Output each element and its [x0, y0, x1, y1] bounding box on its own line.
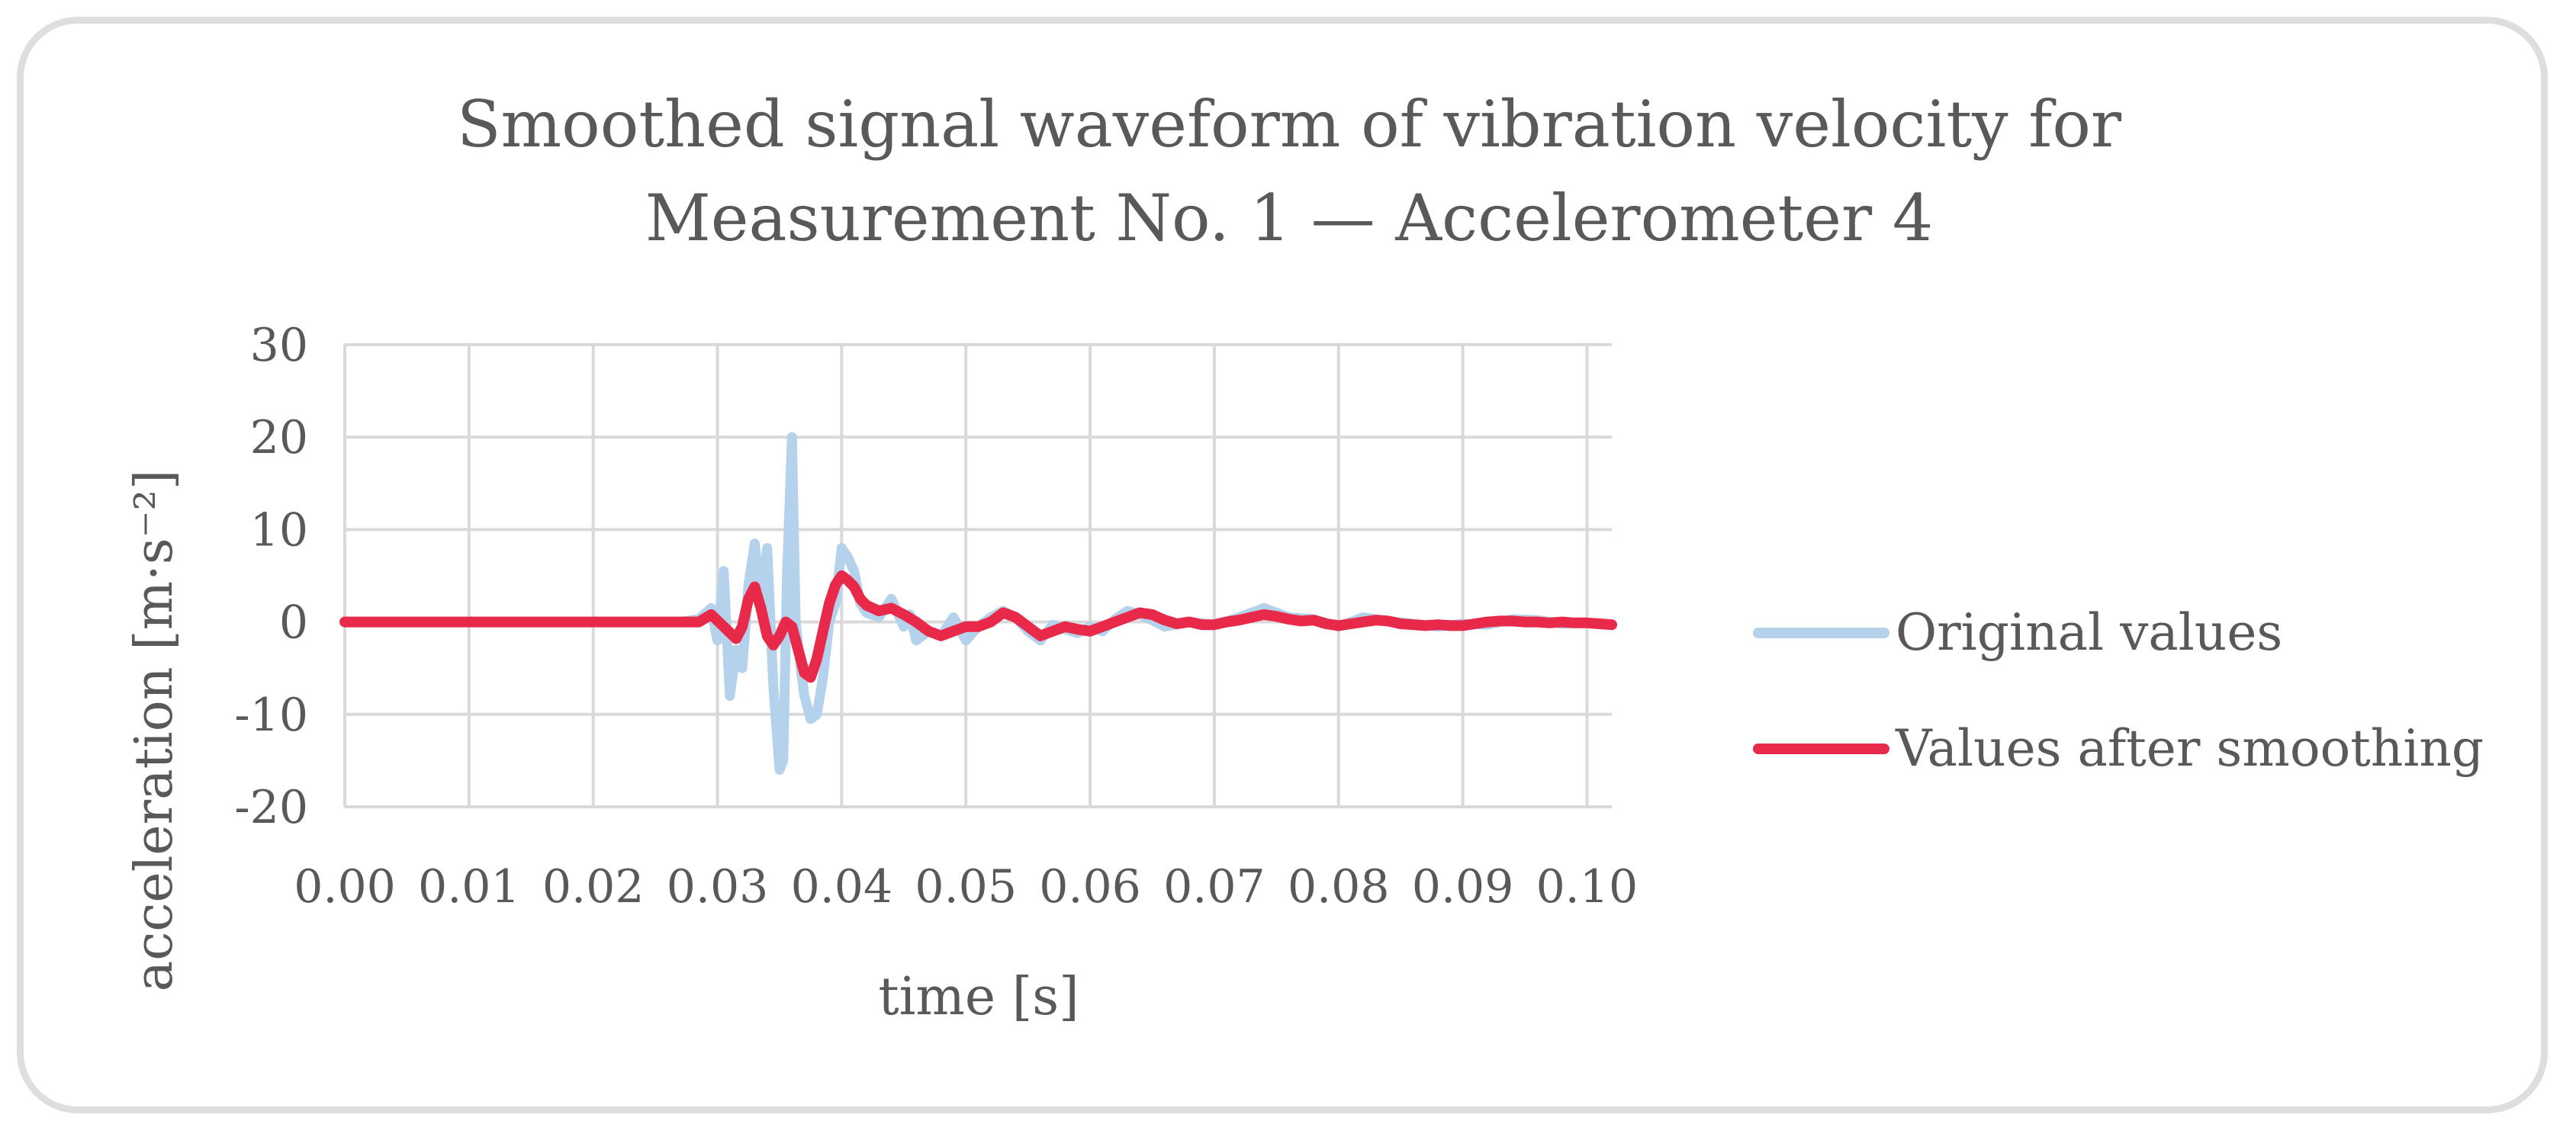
- legend-label-smoothed: Values after smoothing: [1895, 719, 2484, 778]
- y-tick-label: -10: [234, 689, 308, 742]
- x-tick-label: 0.05: [915, 860, 1017, 914]
- legend: Original values Values after smoothing: [1753, 603, 2484, 778]
- chart-frame: [17, 17, 2548, 1113]
- series-original-line: [339, 432, 1617, 775]
- x-tick-label: 0.06: [1039, 860, 1141, 914]
- series-layer: [339, 432, 1617, 775]
- x-axis-title: time [s]: [878, 967, 1079, 1027]
- y-tick-label: 10: [250, 503, 308, 557]
- x-tick-label: 0.01: [418, 860, 520, 914]
- x-tick-label: 0.02: [542, 860, 645, 914]
- x-tick-label: 0.03: [667, 860, 769, 914]
- x-tick-label: 0.09: [1412, 860, 1514, 914]
- legend-label-original: Original values: [1896, 603, 2282, 662]
- x-tick-label: 0.08: [1288, 860, 1390, 914]
- x-tick-label: 0.04: [791, 860, 893, 914]
- x-tick-label: 0.00: [294, 860, 396, 914]
- chart-title-line-1: Smoothed signal waveform of vibration ve…: [457, 87, 2122, 162]
- y-tick-label: 20: [250, 411, 308, 464]
- y-tick-labels: -20 -10 0 10 20 30: [234, 319, 308, 834]
- x-tick-labels: 0.00 0.01 0.02 0.03 0.04 0.05 0.06 0.07 0.08 0.09…: [294, 860, 1638, 914]
- y-tick-label: 0: [279, 596, 308, 650]
- x-tick-label: 0.10: [1536, 860, 1639, 914]
- series-smoothed-line: [339, 570, 1617, 683]
- y-tick-label: -20: [234, 781, 308, 834]
- y-gridlines: [345, 343, 1612, 808]
- x-tick-label: 0.07: [1163, 860, 1265, 914]
- x-gridlines: [343, 345, 1589, 807]
- y-tick-label: 30: [250, 319, 308, 372]
- y-axis-title: acceleration [m·s⁻²]: [124, 470, 185, 992]
- chart-title-line-2: Measurement No. 1 — Accelerometer 4: [645, 181, 1934, 255]
